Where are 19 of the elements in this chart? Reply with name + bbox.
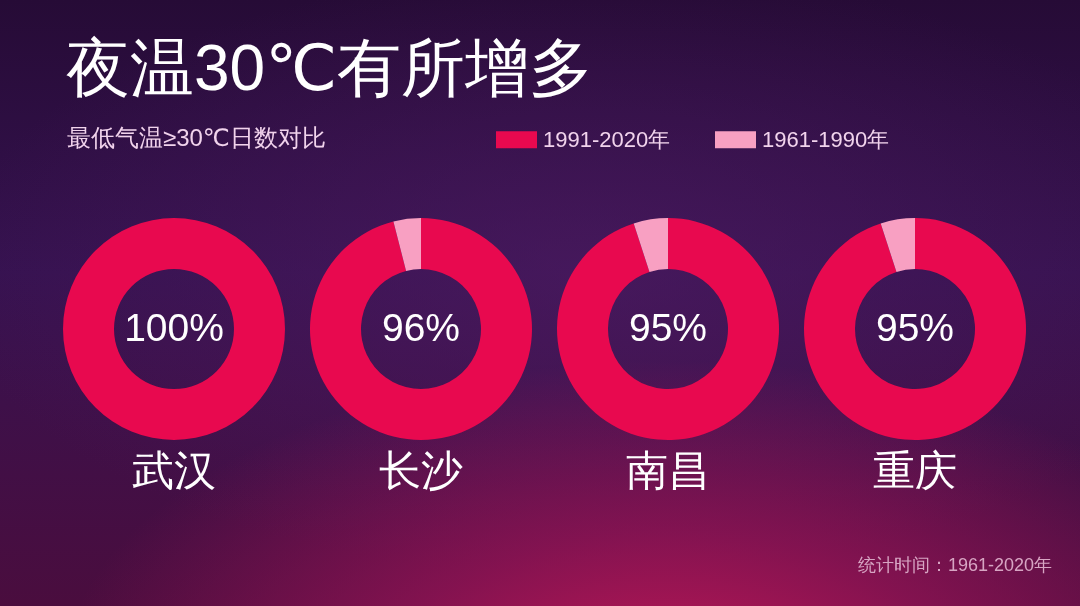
text: 重庆 [873,447,957,494]
data-label: 95% [628,306,708,349]
data-label: 96% [381,306,461,349]
donut-slice [880,218,915,272]
donut-slice [633,218,668,272]
donut-slice [310,218,532,440]
text: 长沙 [379,447,463,494]
data-label: 95% [875,306,955,349]
text: 武汉 [132,447,216,494]
legend-label: 1961-1990年 [762,126,890,152]
text: 统计时间：1961-2020年 [857,555,1052,575]
text: 最低气温≥30℃日数对比 [67,124,326,151]
text: 南昌 [626,447,710,494]
data-label: 100% [124,306,224,349]
donut-slice [557,218,779,440]
text: 夜温30℃有所增多 [66,32,594,104]
donut-slice [393,218,421,271]
legend-label: 1991-2020年 [543,126,671,152]
donut-slice [804,218,1026,440]
